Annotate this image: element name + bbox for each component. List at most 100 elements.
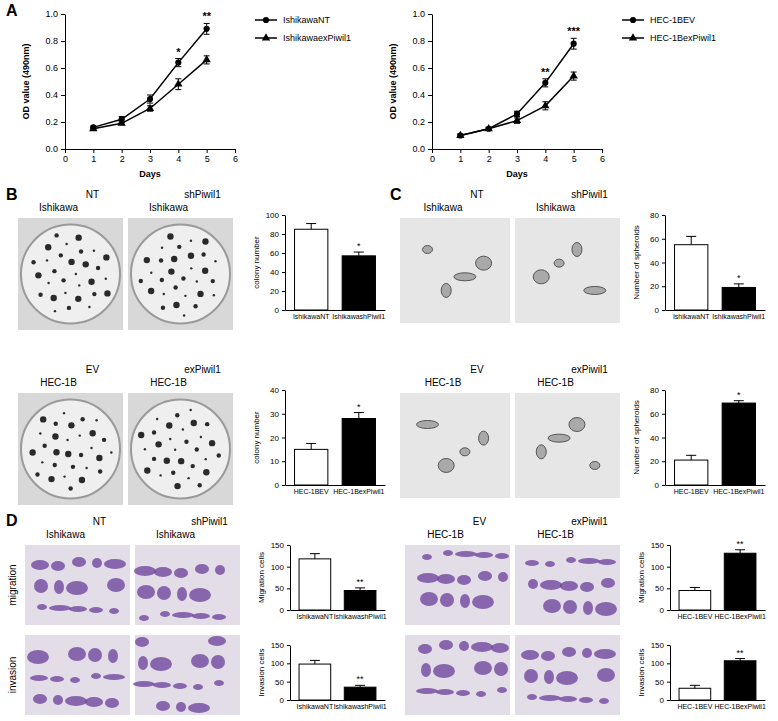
axis: 020406080100 (266, 211, 286, 315)
tick-label: IshikawaNT (673, 313, 710, 320)
tick-mark (428, 68, 432, 69)
colony (65, 451, 71, 457)
cell-stain (475, 552, 493, 558)
tick: HEC-1BexPiwil1 (714, 700, 765, 710)
photo (18, 218, 123, 330)
cell-stain (417, 573, 439, 583)
panel-label: A (6, 2, 18, 19)
tick-label: 1.0 (412, 9, 425, 19)
cell-stain (212, 614, 226, 620)
cell-stain (54, 580, 64, 594)
cell-stain (137, 585, 155, 599)
tick-label: 0 (660, 606, 665, 615)
bar (724, 661, 756, 700)
significance: ** (357, 674, 365, 684)
colony (191, 464, 195, 468)
tick-label: 6 (600, 154, 605, 164)
tick-label: 50 (655, 584, 664, 593)
colony (59, 253, 63, 257)
cell-stain (91, 673, 101, 679)
tick-mark (428, 122, 432, 123)
tick: 0 (275, 306, 285, 315)
tick: 40 (650, 259, 665, 268)
tick-label: 50 (655, 678, 664, 687)
colony (68, 259, 74, 265)
tick-label: 4 (543, 154, 548, 164)
colony (164, 458, 170, 464)
cell-stain (583, 601, 593, 615)
colony (48, 476, 54, 482)
tick: 80 (650, 211, 665, 220)
axis-title: Days (139, 169, 161, 179)
tick: 20 (650, 457, 665, 466)
significance: ** (541, 66, 550, 78)
error-bar (735, 550, 745, 553)
bar (344, 591, 376, 611)
colony (211, 279, 215, 283)
cell-stain (456, 690, 470, 696)
cell-stain (153, 682, 171, 688)
legend-marker (629, 33, 637, 40)
photo (405, 635, 510, 715)
cell-stain (88, 648, 102, 662)
cell-stain (560, 581, 578, 591)
marker (147, 96, 153, 102)
marker (146, 104, 154, 111)
image-label: HEC-1B (537, 529, 574, 540)
tick-label: 1 (458, 154, 463, 164)
error-stem (691, 455, 692, 460)
axis: IshikawaNTIshikawashPiwil1 (286, 310, 386, 320)
colony (53, 449, 59, 455)
plot-area (299, 554, 376, 610)
tick: IshikawaNT (297, 610, 334, 620)
tick-label: 40 (270, 386, 279, 395)
axis-line (290, 646, 291, 701)
bar (295, 449, 328, 485)
photo (25, 635, 130, 715)
tick-mark (61, 68, 65, 69)
error-bar (690, 587, 700, 590)
cell-stain (545, 561, 555, 567)
cell-stain (525, 560, 539, 566)
photo-bg (400, 218, 510, 323)
error-bar (354, 252, 364, 256)
error-cap (175, 78, 181, 79)
axis: IshikawaNTIshikawashPiwil1 (291, 700, 387, 710)
tick-mark (287, 545, 290, 546)
cell-stain (66, 581, 88, 595)
tick-mark (602, 149, 603, 153)
cell-stain (27, 650, 49, 664)
colony (144, 467, 150, 473)
cell-stain (105, 698, 119, 708)
error-cap (175, 89, 181, 90)
cell-stain (562, 647, 576, 657)
tick-label: IshikawashPiwil1 (332, 313, 385, 320)
colony (96, 266, 100, 270)
tick-label: 1.0 (45, 9, 58, 19)
tick: 4 (176, 149, 181, 164)
image-label: EV (473, 516, 487, 527)
colony (50, 295, 56, 301)
colony (79, 434, 81, 436)
cell-stain (134, 566, 156, 576)
tick: 2 (487, 149, 492, 164)
tick: 150 (651, 641, 670, 650)
cell-stain (460, 594, 470, 608)
photo-bg (405, 635, 510, 715)
cell-stain (92, 558, 102, 568)
tick: IshikawaNT (293, 310, 330, 320)
axis-line (291, 610, 386, 611)
tick: 60 (650, 410, 665, 419)
colony (64, 292, 66, 294)
tick-mark (428, 149, 432, 150)
colony (144, 448, 146, 450)
cell-stain (544, 670, 554, 684)
colony (195, 447, 199, 451)
colony (163, 293, 165, 295)
cell-stain (208, 636, 226, 646)
tick: 3 (148, 149, 153, 164)
cell-stain (49, 605, 71, 611)
cell-stain (189, 588, 211, 602)
tick: 1.0 (45, 9, 65, 19)
legend-item: HEC-1BEV (622, 15, 695, 25)
